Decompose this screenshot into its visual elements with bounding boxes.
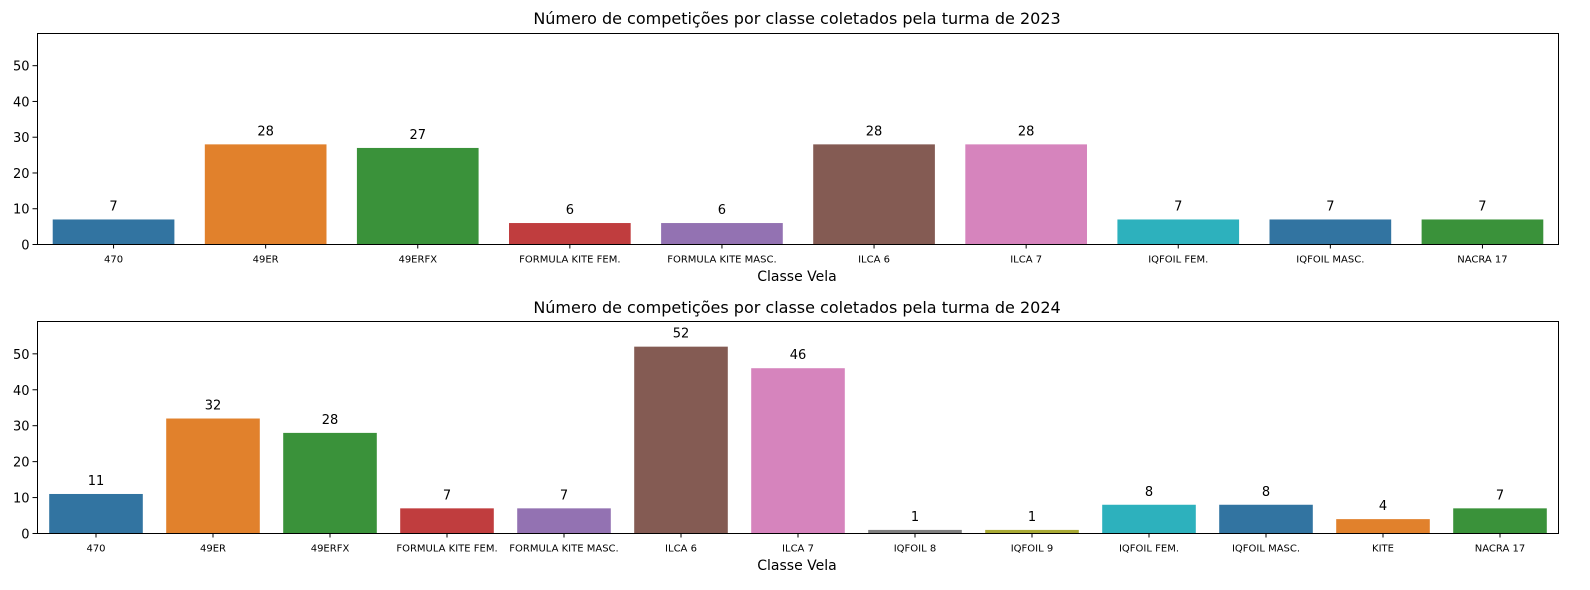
bar-value-label: 52 (673, 327, 690, 342)
bar-value-label: 28 (322, 413, 339, 428)
bar-value-label: 7 (560, 488, 568, 503)
bar (1117, 219, 1240, 245)
x-tick-label: ILCA 7 (1010, 255, 1042, 266)
y-tick-label: 10 (13, 203, 30, 218)
bar (661, 223, 783, 245)
y-tick-label: 10 (13, 492, 30, 507)
y-tick-label: 0 (21, 239, 29, 254)
bar-value-label: 8 (1145, 485, 1153, 500)
bar (52, 219, 175, 245)
x-axis-label: Classe Vela (757, 558, 836, 574)
x-tick-label: IQFOIL FEM. (1119, 544, 1179, 555)
x-tick-label: 470 (104, 255, 123, 266)
chart-title: Número de competições por classe coletad… (533, 298, 1060, 317)
bar-value-label: 1 (911, 510, 919, 525)
bar (356, 147, 479, 245)
bar-value-label: 28 (866, 124, 883, 139)
bar-value-label: 28 (1018, 124, 1035, 139)
x-tick-label: KITE (1372, 544, 1394, 555)
x-axis: 470 49ER 49ERFX FORMULA KITE FEM. FORMULA KI… (86, 533, 1525, 555)
y-axis: 0 10 20 30 40 50 (13, 348, 38, 543)
plot-frame (37, 33, 1559, 245)
y-tick-label: 20 (13, 167, 30, 182)
bar (400, 508, 494, 534)
x-tick-label: ILCA 7 (782, 544, 814, 555)
bar (751, 368, 845, 534)
y-tick-label: 0 (21, 528, 29, 543)
y-tick-label: 30 (13, 131, 30, 146)
bar-value-label: 32 (205, 399, 222, 414)
x-tick-label: IQFOIL MASC. (1296, 255, 1364, 266)
chart-2024: Número de competições por classe coletad… (13, 298, 1559, 574)
x-tick-label: NACRA 17 (1475, 544, 1525, 555)
bar-value-label: 11 (88, 474, 105, 489)
bar (1219, 504, 1313, 534)
x-axis: 470 49ER 49ERFX FORMULA KITE FEM. FORMULA KI… (104, 244, 1508, 266)
bar (517, 508, 611, 534)
bar-value-label: 1 (1028, 510, 1036, 525)
bar (283, 432, 377, 534)
bar-value-label: 27 (409, 128, 426, 143)
y-tick-label: 20 (13, 456, 30, 471)
bar (204, 144, 327, 245)
y-tick-label: 40 (13, 384, 30, 399)
x-tick-label: IQFOIL 8 (894, 544, 937, 555)
x-tick-label: FORMULA KITE FEM. (519, 255, 620, 266)
chart-title: Número de competições por classe coletad… (533, 9, 1060, 28)
bar (49, 493, 143, 534)
x-tick-label: FORMULA KITE FEM. (396, 544, 497, 555)
x-tick-label: IQFOIL FEM. (1148, 255, 1208, 266)
x-tick-label: ILCA 6 (665, 544, 697, 555)
x-tick-label: NACRA 17 (1457, 255, 1507, 266)
bar-value-label: 7 (1478, 199, 1486, 214)
bar (985, 529, 1079, 534)
x-tick-label: 49ER (253, 255, 279, 266)
bar-value-label: 7 (1496, 488, 1504, 503)
bar (1269, 219, 1392, 245)
y-tick-label: 50 (13, 60, 30, 75)
y-axis: 0 10 20 30 40 50 (13, 60, 38, 254)
x-axis-label: Classe Vela (757, 269, 836, 285)
y-tick-label: 50 (13, 348, 30, 363)
chart-2023: Número de competições por classe coletad… (13, 9, 1559, 285)
bar (1336, 519, 1430, 534)
bar (1453, 508, 1547, 534)
bar (813, 144, 935, 245)
x-tick-label: ILCA 6 (858, 255, 890, 266)
x-tick-label: FORMULA KITE MASC. (509, 544, 618, 555)
plot-frame (37, 321, 1559, 534)
x-tick-label: 470 (86, 544, 105, 555)
x-tick-label: 49ERFX (398, 255, 437, 266)
bar-value-label: 46 (790, 348, 807, 363)
bar (1421, 219, 1544, 245)
x-tick-label: IQFOIL MASC. (1232, 544, 1300, 555)
bar (868, 529, 962, 534)
x-tick-label: 49ERFX (311, 544, 350, 555)
bar (965, 144, 1087, 245)
bar-value-label: 7 (1326, 199, 1334, 214)
bar-value-label: 6 (566, 203, 574, 218)
x-tick-label: 49ER (200, 544, 226, 555)
bars: 7 28 27 6 6 28 28 7 7 7 (52, 124, 1544, 245)
bar-value-label: 7 (443, 488, 451, 503)
y-tick-label: 30 (13, 420, 30, 435)
bar (634, 346, 728, 534)
bar-value-label: 6 (718, 203, 726, 218)
x-tick-label: IQFOIL 9 (1011, 544, 1054, 555)
bar-value-label: 28 (257, 124, 274, 139)
bar (509, 223, 631, 245)
bar (166, 418, 260, 534)
bar-value-label: 8 (1262, 485, 1270, 500)
bar-value-label: 7 (1174, 199, 1182, 214)
y-tick-label: 40 (13, 95, 30, 110)
bar-value-label: 7 (109, 199, 117, 214)
bar (1102, 504, 1196, 534)
x-tick-label: FORMULA KITE MASC. (667, 255, 776, 266)
bar-value-label: 4 (1379, 499, 1387, 514)
